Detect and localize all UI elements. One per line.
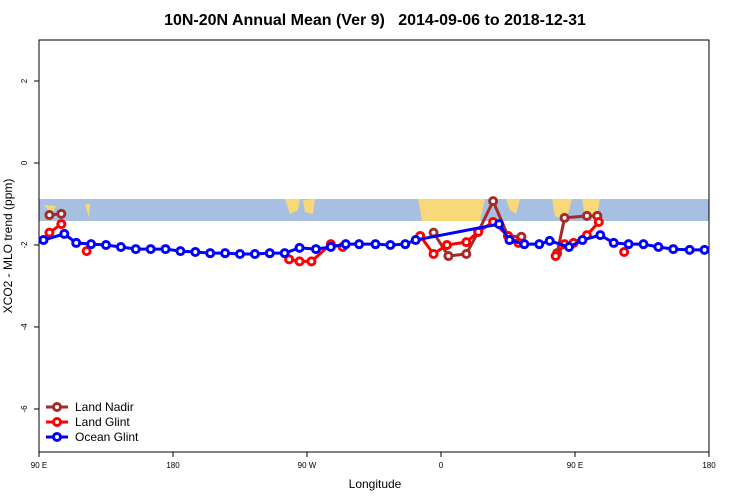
data-point [44,227,55,238]
data-point [130,244,141,255]
data-point [668,244,679,255]
data-point [544,235,555,246]
data-point [354,239,365,250]
land-shape [303,199,315,214]
x-tick-label: 0 [439,461,444,470]
data-point [175,246,186,257]
data-point [56,208,67,219]
data-point [160,244,171,255]
land-shape [285,199,300,214]
data-point [653,242,664,253]
data-point [340,239,351,250]
data-point [564,242,575,253]
y-axis-label: XCO2 - MLO trend (ppm) [1,179,15,314]
data-point [71,237,82,248]
legend-label: Ocean Glint [75,430,139,444]
y-tick-label: 0 [20,160,29,165]
data-point [81,246,92,257]
data-point [595,230,606,241]
data-point [443,251,454,262]
data-point [494,219,505,230]
data-point [519,239,530,250]
legend-marker [52,432,62,442]
data-point [461,248,472,259]
x-tick-label: 90 E [567,461,583,470]
data-point [294,242,305,253]
data-point [310,244,321,255]
x-tick-label: 180 [166,461,180,470]
data-point [38,235,49,246]
data-point [284,254,295,265]
data-point [86,239,97,250]
map-strip [39,199,709,221]
x-tick-label: 180 [702,461,716,470]
data-point [488,196,499,207]
land-shape [506,199,520,214]
data-point [294,256,305,267]
data-point [593,217,604,228]
data-point [44,210,55,221]
land-shape [418,199,485,221]
data-point [279,248,290,259]
data-point [220,248,231,259]
data-point [559,212,570,223]
y-tick-label: 2 [20,78,29,83]
data-point [59,228,70,239]
data-point [190,246,201,257]
data-point [385,239,396,250]
y-tick-label: -2 [20,241,29,249]
legend-label: Land Nadir [75,400,134,414]
x-tick-label: 90 E [31,461,47,470]
y-tick-label: -4 [20,323,29,331]
data-point [235,248,245,259]
data-point [205,248,216,259]
data-point [101,239,111,250]
data-point [623,239,634,250]
data-point [410,235,421,246]
data-point [699,244,710,255]
data-point [370,239,381,250]
data-point [534,239,545,250]
data-point [619,246,630,257]
ocean-background [39,199,709,221]
data-point [325,242,336,253]
series-line [43,222,705,256]
data-point [400,239,411,250]
data-point [461,237,472,248]
data-point [577,235,588,246]
data-point [441,239,452,250]
data-point [638,239,649,250]
plot-frame [38,39,710,453]
legend-label: Land Glint [75,415,130,429]
legend-marker [52,402,62,412]
land-shape [85,204,90,218]
data-point [428,248,439,259]
data-point [550,251,561,262]
data-point [608,237,619,248]
y-tick-label: -6 [20,405,29,413]
x-axis-label: Longitude [349,477,402,491]
data-point [306,256,317,267]
x-tick-label: 90 W [298,461,317,470]
data-point [249,248,260,259]
data-point [56,219,67,230]
data-point [504,235,515,246]
data-point [264,248,275,259]
data-point [684,244,695,255]
data-point [115,242,126,253]
data-point [145,244,156,255]
chart-title: 10N-20N Annual Mean (Ver 9) 2014-09-06 t… [164,12,586,29]
legend-marker [52,417,62,427]
data-point [581,210,592,221]
